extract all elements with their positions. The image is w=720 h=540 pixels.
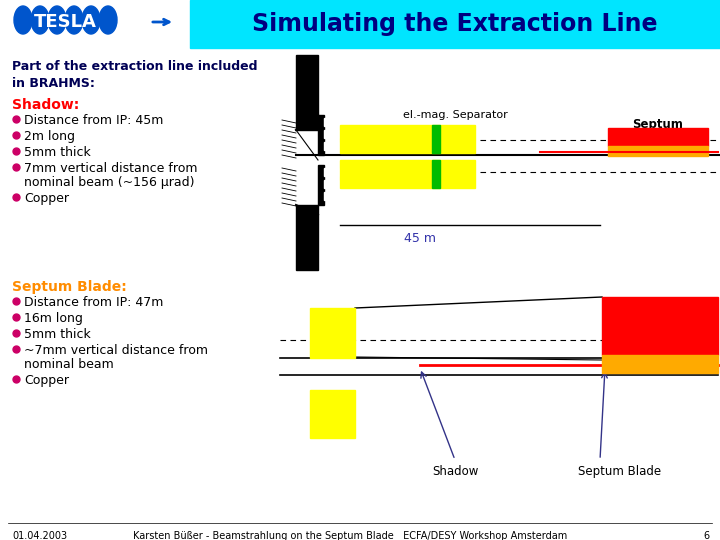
Ellipse shape xyxy=(14,6,32,34)
Ellipse shape xyxy=(48,6,66,34)
Bar xyxy=(310,390,355,438)
Ellipse shape xyxy=(31,6,49,34)
Bar xyxy=(318,115,324,155)
Bar xyxy=(190,0,720,48)
Text: nominal beam: nominal beam xyxy=(24,358,114,371)
Text: Septum Blade: Septum Blade xyxy=(578,465,662,478)
Text: Simulating the Extraction Line: Simulating the Extraction Line xyxy=(252,12,658,36)
Text: Copper: Copper xyxy=(24,192,69,205)
Text: TESLA: TESLA xyxy=(34,13,96,31)
Ellipse shape xyxy=(65,6,83,34)
Text: Karsten Büßer - Beamstrahlung on the Septum Blade   ECFA/DESY Workshop Amsterdam: Karsten Büßer - Beamstrahlung on the Sep… xyxy=(133,531,567,540)
Text: Part of the extraction line included
in BRAHMS:: Part of the extraction line included in … xyxy=(12,60,258,90)
Ellipse shape xyxy=(99,6,117,34)
Text: Septum Blade:: Septum Blade: xyxy=(12,280,127,294)
Bar xyxy=(324,118,338,126)
Bar xyxy=(608,128,708,146)
Text: 5mm thick: 5mm thick xyxy=(24,146,91,159)
Text: nominal beam (~156 μrad): nominal beam (~156 μrad) xyxy=(24,176,194,189)
Text: el.-mag. Separator: el.-mag. Separator xyxy=(402,110,508,120)
Text: Distance from IP: 47m: Distance from IP: 47m xyxy=(24,296,163,309)
Bar xyxy=(324,192,338,200)
Bar xyxy=(324,130,338,138)
Bar xyxy=(318,165,324,205)
Text: 16m long: 16m long xyxy=(24,312,83,325)
Text: 7mm vertical distance from: 7mm vertical distance from xyxy=(24,162,197,175)
Text: ~7mm vertical distance from: ~7mm vertical distance from xyxy=(24,344,208,357)
Bar xyxy=(602,355,718,373)
Ellipse shape xyxy=(82,6,100,34)
Bar xyxy=(324,168,338,176)
Bar xyxy=(432,160,440,188)
Bar xyxy=(324,180,338,188)
Bar xyxy=(296,55,318,130)
Text: Distance from IP: 45m: Distance from IP: 45m xyxy=(24,114,163,127)
Bar xyxy=(310,308,355,358)
Text: 01.04.2003: 01.04.2003 xyxy=(12,531,67,540)
Text: 2m long: 2m long xyxy=(24,130,75,143)
Bar xyxy=(340,125,475,153)
Bar xyxy=(608,146,708,156)
Text: 6: 6 xyxy=(704,531,710,540)
Text: Shadow: Shadow xyxy=(432,465,478,478)
Bar xyxy=(432,125,440,153)
Text: 45 m: 45 m xyxy=(404,232,436,245)
Text: Shadow:: Shadow: xyxy=(12,98,79,112)
Bar xyxy=(340,160,475,188)
Bar xyxy=(602,297,718,355)
Bar xyxy=(324,142,338,150)
Text: 5mm thick: 5mm thick xyxy=(24,328,91,341)
Text: Copper: Copper xyxy=(24,374,69,387)
Text: Septum: Septum xyxy=(633,118,683,131)
Bar xyxy=(296,205,318,270)
